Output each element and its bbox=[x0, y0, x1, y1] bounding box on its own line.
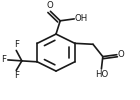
Text: F: F bbox=[1, 55, 6, 64]
Text: O: O bbox=[46, 1, 53, 10]
Text: OH: OH bbox=[75, 14, 88, 23]
Text: O: O bbox=[117, 50, 124, 59]
Text: HO: HO bbox=[95, 70, 108, 79]
Text: F: F bbox=[14, 40, 19, 49]
Text: F: F bbox=[14, 72, 19, 80]
